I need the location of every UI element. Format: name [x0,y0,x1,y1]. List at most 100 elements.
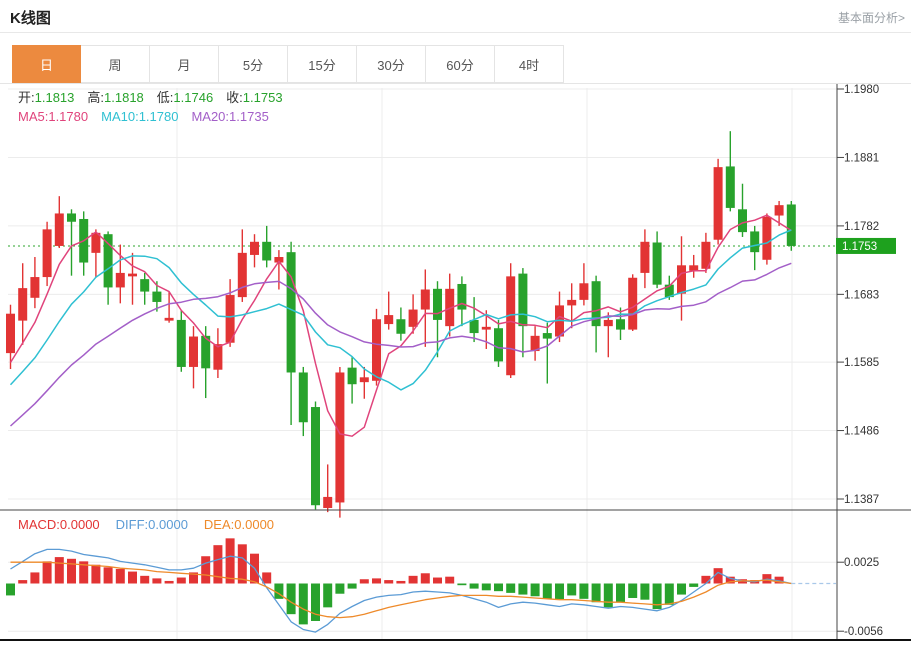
macd-bar [384,580,394,584]
macd-axis-label: -0.0056 [844,626,883,638]
macd-bar [664,583,674,605]
tab-timeframe-2[interactable]: 月 [150,45,219,83]
macd-bar [311,583,320,621]
candle-body [6,313,15,354]
current-price-tag-text: 1.1753 [842,241,877,253]
candle-body [603,319,613,327]
candle-body [445,288,455,327]
macd-bar [628,583,638,598]
macd-bar [713,568,723,584]
macd-bar [225,538,235,584]
macd-bar [79,561,89,584]
tab-timeframe-1[interactable]: 周 [81,45,150,83]
candle-body [237,252,247,298]
candle-body [774,205,784,216]
macd-bar [323,583,333,608]
macd-bar [555,583,564,600]
candle-body [530,335,540,352]
ma-lines-layer [9,214,792,437]
macd-bar [677,583,686,595]
axis-layer: 1.1980 1.1881 1.1782 1.1683 1.1585 1.1486 1.13… [0,84,911,641]
ma10-line [9,229,792,391]
candle-body [201,335,211,369]
tab-timeframe-4[interactable]: 15分 [288,45,357,83]
candle-body [91,232,101,253]
candle-body [664,284,674,298]
candle-body [54,213,64,246]
macd-bar [54,557,64,584]
candle-body [457,283,467,310]
fundamental-analysis-link[interactable]: 基本面分析> [837,11,905,25]
candle-body [494,328,503,362]
tab-timeframe-0[interactable]: 日 [12,45,81,83]
candle-body [42,229,52,278]
tab-timeframe-7[interactable]: 4时 [495,45,564,83]
price-axis-label: 1.1683 [844,289,879,301]
candle-body [335,372,345,503]
macd-bar [91,564,101,584]
candle-body [433,288,442,320]
macd-layer [6,538,836,633]
candle-body [762,216,772,260]
macd-bar [433,577,442,584]
macd-bar [469,583,479,589]
candle-body [396,319,406,334]
macd-bar [701,575,711,584]
macd-bar [237,544,247,584]
candle-body [591,281,601,327]
kline-chart-canvas[interactable]: 1.1980 1.1881 1.1782 1.1683 1.1585 1.1486 1.13… [0,84,911,644]
candle-body [372,319,381,381]
macd-bar [201,556,211,584]
candle-body [628,277,638,330]
tab-timeframe-5[interactable]: 30分 [357,45,426,83]
candle-body [579,283,589,300]
candle-body [518,273,528,327]
chart-area: 开:1.1813 高:1.1818 低:1.1746 收:1.1753 MA5:1.1… [0,84,911,644]
macd-bar [18,580,28,584]
macd-bar [408,575,418,584]
candle-body [347,367,357,385]
ma5-line [9,214,792,437]
price-axis-label: 1.1585 [844,357,879,369]
macd-bar [164,580,174,584]
candle-body [786,204,796,246]
macd-bar [359,579,369,584]
candle-body [555,305,564,337]
candle-body [213,344,223,370]
macd-bar [603,583,613,608]
candle-body [408,309,418,327]
macd-bar [103,567,113,584]
candle-body [481,326,491,330]
macd-bar [42,561,52,584]
macd-bar [591,583,601,603]
macd-bar [189,572,198,584]
candle-body [115,272,125,288]
macd-bar [689,583,699,587]
macd-bar [481,583,491,591]
price-axis-label: 1.1486 [844,426,879,438]
tab-timeframe-6[interactable]: 60分 [426,45,495,83]
candle-body [469,319,479,334]
macd-bar [725,576,735,584]
candle-body [652,242,662,285]
macd-bar [494,583,503,592]
macd-bar [176,577,186,584]
candle-body [384,315,394,325]
candle-body [567,299,577,306]
candles-layer [6,131,796,518]
macd-bar [128,571,137,584]
candle-body [750,231,760,253]
macd-bar [652,583,662,610]
candle-body [164,317,174,321]
price-axis-label: 1.1387 [844,494,879,506]
candle-body [689,265,699,271]
grid-layer [8,88,837,639]
tab-timeframe-3[interactable]: 5分 [219,45,288,83]
timeframe-tab-bar: 日周月 5分 15分 30分 60分 4时 [0,45,911,84]
macd-bar [262,572,272,584]
macd-bar [616,583,625,603]
macd-bar [506,583,516,593]
macd-bar [30,572,40,584]
macd-bar [579,583,589,599]
